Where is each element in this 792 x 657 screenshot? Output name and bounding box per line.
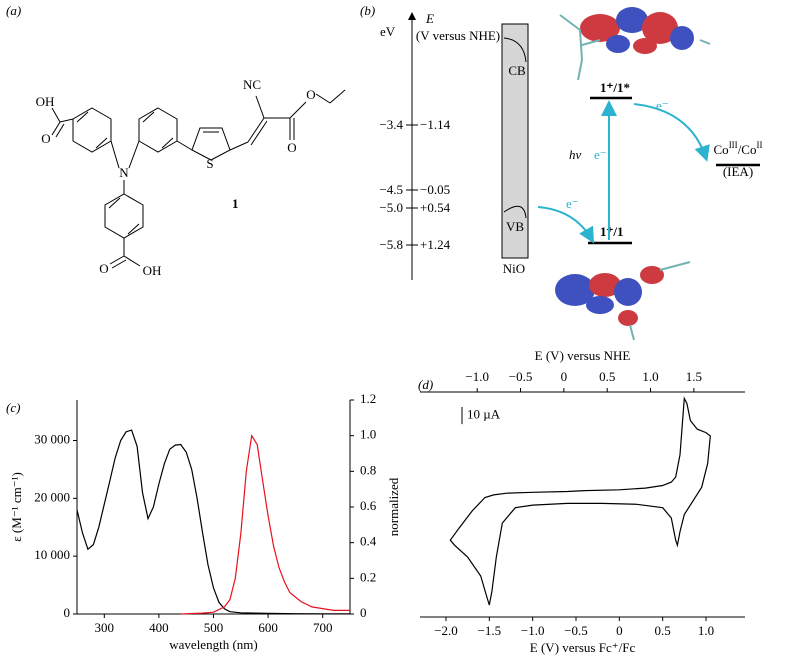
nio-band (501, 23, 529, 259)
x-tick-label: 600 (258, 620, 278, 635)
structure (51, 89, 346, 269)
panel-label: (b) (360, 3, 375, 18)
acceptor-part: Co (714, 142, 729, 157)
electron-label: e⁻ (656, 98, 669, 113)
panel-label: (d) (418, 377, 433, 392)
injection-arrow (537, 206, 594, 244)
vb-label: VB (506, 219, 524, 234)
y2-tick-label: 0.2 (360, 569, 376, 584)
levels (406, 124, 418, 246)
axis-symbol: E (425, 11, 434, 26)
y-tick-label: 0 (64, 605, 71, 620)
y2-tick-label: 0 (360, 605, 367, 620)
nhe-level: +0.54 (420, 200, 451, 215)
nhe-level: +1.24 (420, 237, 451, 252)
acceptor-part: II (756, 140, 762, 150)
x-tick-label: 700 (313, 620, 333, 635)
cb-edge (503, 37, 527, 63)
x-tick-label: 300 (95, 620, 115, 635)
x-tick-label: −1.0 (521, 623, 545, 638)
ground-label: 1⁺/1 (600, 224, 623, 239)
axis-ev: eV (380, 24, 396, 39)
ev-level: −4.5 (379, 182, 403, 197)
compound-label: 1 (232, 196, 239, 211)
x-axis-label: wavelength (nm) (169, 637, 257, 652)
cb-label: CB (508, 63, 526, 78)
y-tick-label: 20 000 (34, 489, 70, 504)
x2-tick-label: 1.0 (642, 369, 658, 384)
x-tick-label: 1.0 (698, 623, 714, 638)
electron-label: e⁻ (566, 196, 579, 211)
x2-axis-label: E (V) versus NHE (535, 348, 631, 363)
acceptor-part: III (729, 140, 738, 150)
ev-level: −5.8 (379, 237, 403, 252)
x-tick-label: −2.0 (434, 623, 458, 638)
x2-tick-label: 1.5 (686, 369, 702, 384)
acceptor-name: (IEA) (723, 164, 753, 179)
panel-label: (c) (6, 400, 20, 415)
nio-label: NiO (503, 261, 525, 276)
x-tick-label: 0.5 (655, 623, 671, 638)
data-line (76, 429, 351, 615)
y-tick-label: 10 000 (34, 547, 70, 562)
acceptor-label: CoIII/CoII (714, 140, 763, 157)
panel-label: (a) (6, 3, 21, 18)
excited-label: 1⁺/1* (600, 80, 630, 95)
atom: O (306, 87, 315, 102)
vb-edge (503, 205, 527, 219)
x2-tick-label: −0.5 (509, 369, 533, 384)
y-axis-label: ε (M⁻¹ cm⁻¹) (9, 472, 24, 542)
transfer-arrow (633, 103, 710, 162)
atom: NC (243, 77, 261, 92)
y2-tick-label: 0.6 (360, 498, 377, 513)
nhe-level: −1.14 (420, 117, 451, 132)
ev-level: −5.0 (379, 200, 403, 215)
x2-tick-label: −1.0 (465, 369, 489, 384)
hv-label: hν (569, 147, 582, 162)
axis-unit: (V versus NHE) (416, 28, 500, 43)
x-tick-label: −1.5 (478, 623, 502, 638)
atom: O (99, 261, 108, 276)
x2-tick-label: 0 (561, 369, 568, 384)
orbital-image (555, 7, 711, 341)
data-line (180, 433, 350, 615)
data-line (449, 396, 711, 606)
y-tick-label: 30 000 (34, 431, 70, 446)
x-tick-label: −0.5 (564, 623, 588, 638)
x-tick-label: 0 (616, 623, 623, 638)
atom: N (119, 165, 129, 180)
scale-bar-label: 10 µA (467, 407, 501, 422)
atom: OH (143, 263, 162, 278)
y2-tick-label: 0.4 (360, 534, 377, 549)
atom: O (287, 140, 296, 155)
atom: O (41, 131, 50, 146)
panel-a: (a) OH O N S NC O O O OH 1 (6, 3, 346, 278)
y2-tick-label: 1.0 (360, 427, 376, 442)
y2-tick-label: 1.2 (360, 391, 376, 406)
nhe-level: −0.05 (420, 182, 450, 197)
x-tick-label: 400 (149, 620, 169, 635)
panel-b: (b) E (V versus NHE) eV −3.4 −1.14 −4.5 … (360, 3, 763, 341)
acceptor-part: /Co (738, 142, 757, 157)
x-axis-label: E (V) versus Fc⁺/Fc (530, 640, 636, 655)
x2-tick-label: 0.5 (599, 369, 615, 384)
electron-label: e⁻ (594, 147, 607, 162)
atom: OH (36, 94, 55, 109)
ev-level: −3.4 (379, 117, 403, 132)
y2-tick-label: 0.8 (360, 462, 376, 477)
atom: S (206, 156, 213, 171)
y2-axis-label: normalized (386, 477, 401, 536)
x-tick-label: 500 (204, 620, 224, 635)
